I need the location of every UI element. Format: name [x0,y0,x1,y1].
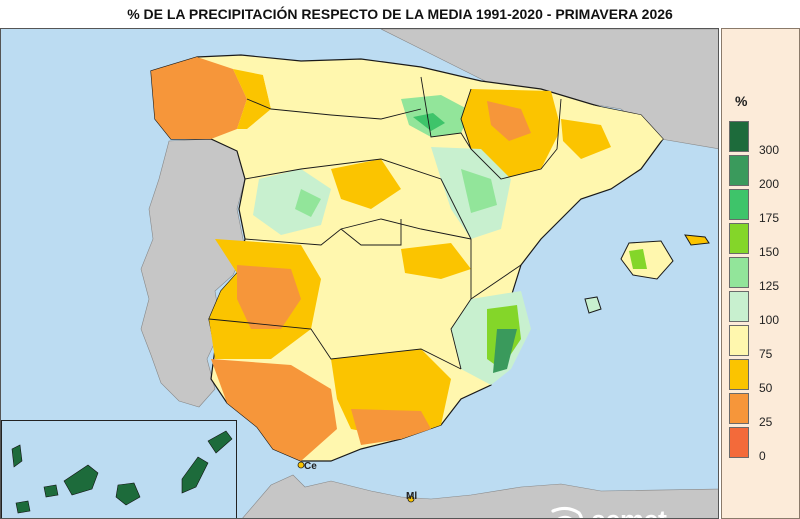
castilla-wet-core [295,189,321,217]
regional-borders [208,76,562,370]
catalonia-dry [561,119,611,159]
tenerife [63,464,99,496]
legend-label: 300 [759,143,780,157]
menorca [684,234,710,246]
fuerteventura [181,456,209,494]
la-palma [11,444,23,468]
gran-canaria [115,482,141,506]
legend-swatch [729,257,749,288]
map-title: % DE LA PRECIPITACIÓN RESPECTO DE LA MED… [127,6,673,22]
ceuta-marker [297,461,305,469]
map-svg [140,29,718,518]
el-hierro [15,500,31,514]
legend-label: 150 [759,245,780,259]
basque-green-core [413,113,445,131]
extremadura-deep-dry [237,265,301,329]
castilla-dry [331,159,401,209]
legend-label: 50 [759,381,773,395]
legend-swatch [729,189,749,220]
aemet-logo: aemet [549,505,709,518]
catalonia-zone [557,99,663,189]
legend-label: 75 [759,347,773,361]
legend-label: 25 [759,415,773,429]
legend-label: 125 [759,279,780,293]
legend-label: 0 [759,449,766,463]
legend-label: 200 [759,177,780,191]
aemet-logo-text: aemet [591,505,667,518]
legend-swatch [729,393,749,424]
ebro-green-core [461,169,497,213]
aemet-logo-icon [551,506,583,518]
legend-swatch [729,121,749,152]
andalusia-coast-dry [351,409,431,445]
melilla-marker [407,495,415,503]
legend-swatch [729,291,749,322]
africa-land [242,474,718,518]
precipitation-map: Ce Ml aemet [0,28,719,519]
legend-unit: % [735,93,748,109]
la-mancha-dry [401,243,471,279]
levante-very-wet [493,329,517,373]
legend-swatch [729,155,749,186]
canary-islands-inset [1,420,237,518]
mallorca [620,240,674,280]
melilla-label: Ml [406,491,418,502]
legend-panel: % 300 200 175 150 125 100 75 50 25 0 [721,28,800,519]
legend-swatch [729,359,749,390]
portugal-land [140,138,246,408]
lanzarote [207,430,233,454]
aragon-deep-dry [487,101,531,141]
ceuta-label: Ce [304,461,317,472]
cantabria-zone [263,69,421,119]
legend-label: 175 [759,211,780,225]
castilla-wet-patches [253,169,331,235]
legend-swatch [729,325,749,356]
galicia-halo [233,69,271,129]
la-gomera [43,484,59,498]
ibiza [584,296,602,314]
legend-label: 100 [759,313,780,327]
legend-swatch [729,223,749,254]
canary-svg [11,430,233,514]
mallorca-wet-patch [629,249,647,269]
galicia-dry-zone [151,57,247,139]
legend-swatch [729,427,749,458]
andalusia-west-dry [211,359,337,461]
